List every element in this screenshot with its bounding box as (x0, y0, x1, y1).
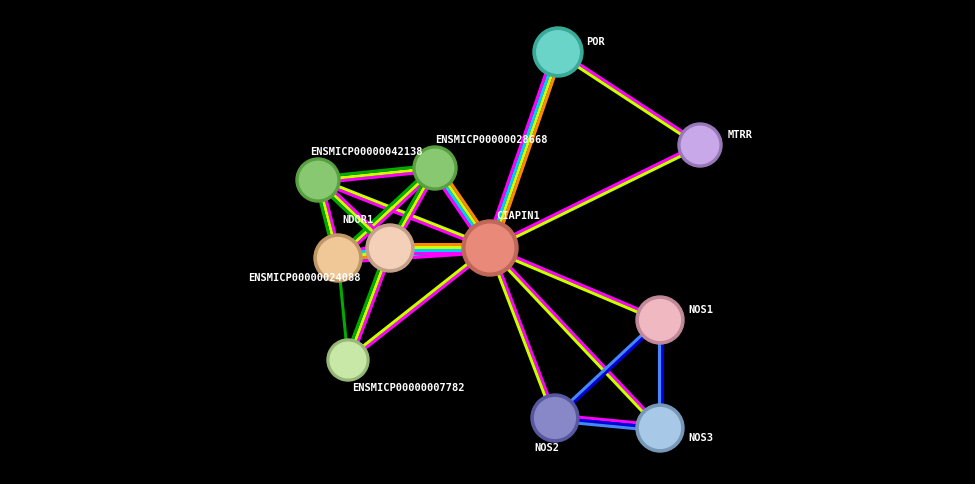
Circle shape (370, 227, 410, 269)
Circle shape (413, 146, 457, 190)
Circle shape (640, 408, 681, 448)
Text: NDOR1: NDOR1 (342, 215, 373, 225)
Circle shape (533, 27, 583, 77)
Text: NOS2: NOS2 (534, 443, 560, 453)
Text: ENSMICP00000028668: ENSMICP00000028668 (435, 135, 548, 145)
Text: CIAPIN1: CIAPIN1 (496, 211, 540, 221)
Circle shape (534, 397, 575, 439)
Text: ENSMICP00000042138: ENSMICP00000042138 (310, 147, 422, 157)
Circle shape (640, 300, 681, 340)
Text: ENSMICP00000024088: ENSMICP00000024088 (248, 273, 361, 283)
Circle shape (462, 220, 518, 276)
Text: NOS1: NOS1 (688, 305, 713, 315)
Circle shape (636, 404, 684, 452)
Circle shape (682, 126, 719, 164)
Circle shape (636, 296, 684, 344)
Circle shape (314, 234, 362, 282)
Text: MTRR: MTRR (728, 130, 753, 140)
Circle shape (299, 161, 336, 199)
Circle shape (366, 224, 414, 272)
Circle shape (466, 224, 514, 272)
Circle shape (296, 158, 340, 202)
Circle shape (331, 342, 366, 378)
Circle shape (537, 31, 579, 73)
Circle shape (678, 123, 722, 167)
Circle shape (416, 149, 453, 187)
Text: ENSMICP00000007782: ENSMICP00000007782 (352, 383, 464, 393)
Text: NOS3: NOS3 (688, 433, 713, 443)
Circle shape (327, 339, 369, 381)
Circle shape (318, 238, 359, 278)
Text: POR: POR (586, 37, 604, 47)
Circle shape (531, 394, 579, 442)
